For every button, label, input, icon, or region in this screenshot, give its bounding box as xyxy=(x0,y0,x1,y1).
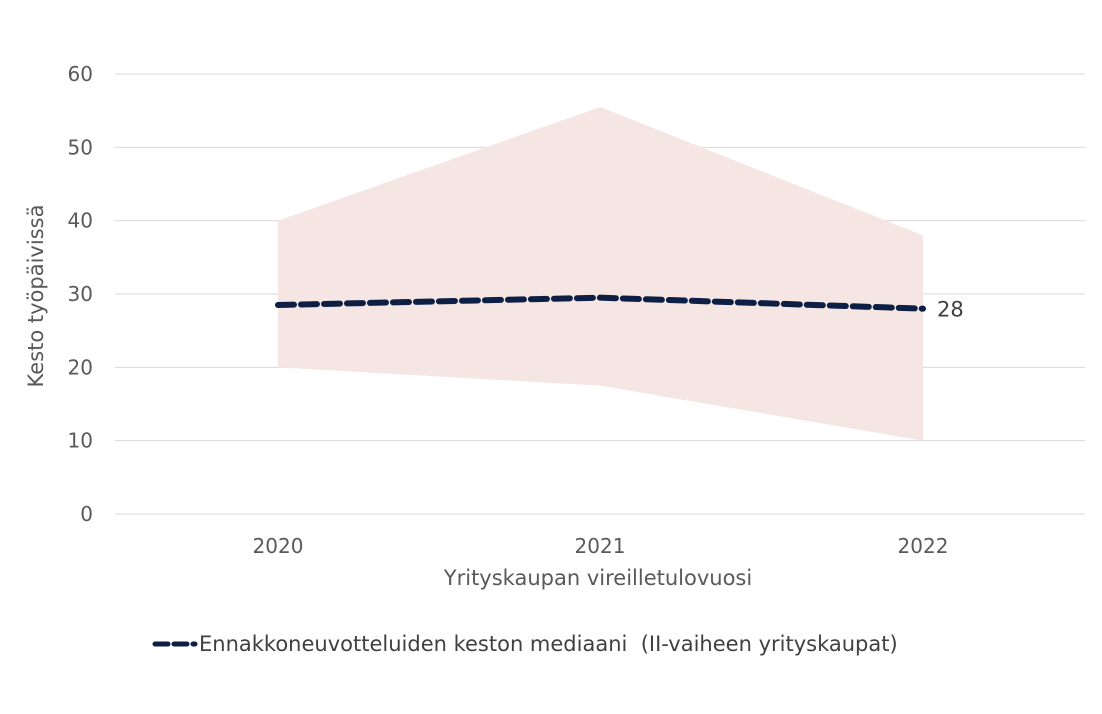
x-tick-label: 2020 xyxy=(253,534,304,558)
x-axis-title: Yrityskaupan vireilletulovuosi xyxy=(443,566,752,590)
data-label: 28 xyxy=(937,298,964,322)
y-tick-label: 20 xyxy=(68,355,93,379)
y-tick-label: 60 xyxy=(68,62,93,86)
series-line xyxy=(275,294,926,312)
x-axis-ticks: 2020 2021 2022 xyxy=(253,534,949,558)
y-tick-label: 10 xyxy=(68,429,93,453)
legend-label: Ennakkoneuvotteluiden keston mediaani (I… xyxy=(199,632,898,656)
y-tick-label: 30 xyxy=(68,282,93,306)
y-axis-ticks: 0 10 20 30 40 50 60 xyxy=(68,62,93,526)
range-band xyxy=(278,107,923,441)
data-labels: 28 xyxy=(937,298,964,322)
y-tick-label: 40 xyxy=(68,209,93,233)
legend: Ennakkoneuvotteluiden keston mediaani (I… xyxy=(152,632,898,656)
series-group xyxy=(275,294,926,312)
y-tick-label: 50 xyxy=(68,135,93,159)
y-axis-title: Kesto työpäivissä xyxy=(24,205,48,388)
x-tick-label: 2021 xyxy=(575,534,626,558)
y-tick-label: 0 xyxy=(80,502,93,526)
x-tick-label: 2022 xyxy=(898,534,949,558)
